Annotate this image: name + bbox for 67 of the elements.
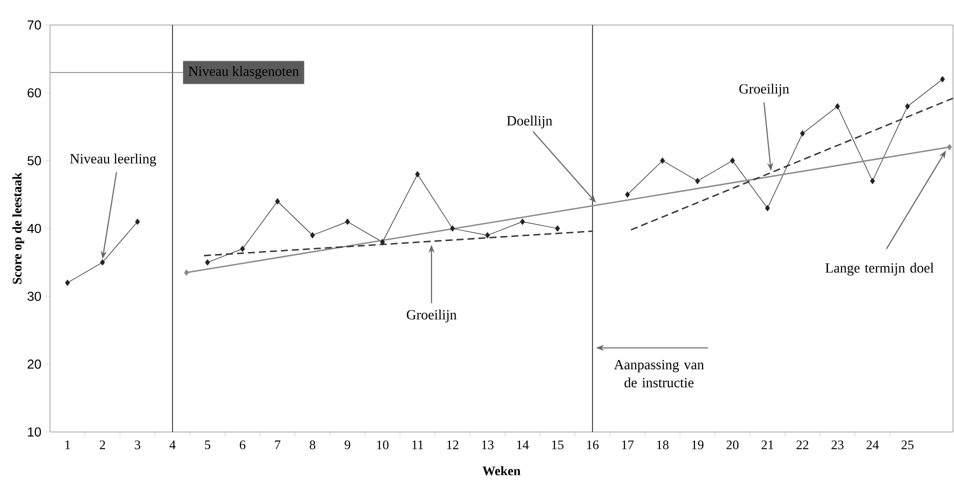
x-tick-label: 13 — [482, 440, 494, 450]
x-tick-label: 3 — [134, 440, 140, 450]
point — [625, 191, 630, 198]
annotation: Niveau leerling — [70, 154, 156, 166]
x-tick-label: 16 — [587, 440, 599, 450]
x-tick-label: 2 — [100, 440, 106, 450]
point — [800, 130, 805, 137]
x-tick-label: 1 — [65, 440, 70, 450]
x-tick-label: 17 — [622, 440, 634, 450]
point — [520, 218, 525, 225]
y-tick-label: 70 — [28, 20, 41, 30]
x-tick-label: 5 — [205, 440, 210, 450]
y-tick-label: 10 — [28, 427, 41, 437]
point — [415, 171, 420, 178]
y-tick-label: 20 — [28, 360, 41, 369]
point — [205, 259, 210, 266]
x-tick-label: 23 — [832, 440, 844, 450]
point — [947, 144, 952, 150]
x-tick-label: 18 — [657, 440, 669, 450]
x-tick-label: 25 — [902, 440, 914, 450]
x-tick-label: 14 — [517, 440, 529, 450]
annotation: Aanpassing van de instructie — [614, 360, 704, 388]
x-tick-label: 20 — [726, 440, 739, 450]
point — [345, 218, 350, 225]
point — [765, 204, 770, 212]
point — [240, 246, 245, 252]
point — [555, 225, 560, 232]
annotation: Lange termijn doel — [825, 262, 934, 276]
x-tick-label: 21 — [762, 440, 774, 450]
point — [660, 157, 665, 164]
x-tick-label: 10 — [377, 440, 389, 450]
annotation: Doellijn — [506, 116, 552, 128]
point — [135, 218, 140, 225]
y-tick-label: 40 — [27, 224, 41, 234]
point — [870, 178, 875, 184]
x-tick-label: 12 — [447, 440, 458, 450]
point — [905, 103, 910, 110]
point — [940, 76, 945, 82]
point — [275, 198, 280, 205]
x-axis-title: Weken — [482, 466, 520, 476]
x-tick-label: 4 — [170, 440, 176, 450]
point — [835, 103, 840, 110]
point — [65, 280, 70, 286]
x-tick-label: 8 — [310, 440, 316, 450]
point — [310, 232, 315, 238]
point — [380, 238, 385, 246]
point — [695, 178, 700, 184]
x-tick-label: 6 — [240, 440, 246, 450]
y-tick-label: 60 — [28, 88, 41, 98]
point — [485, 232, 490, 238]
ref-line-label: Niveau klasgenoten — [188, 66, 299, 79]
point — [450, 225, 455, 232]
x-tick-label: 9 — [344, 440, 350, 450]
annotation: Groeilijn — [406, 310, 457, 322]
y-tick-label: 30 — [28, 292, 41, 301]
y-tick-label: 50 — [28, 156, 41, 166]
annotation: Groeilijn — [739, 84, 790, 96]
x-tick-label: 7 — [275, 440, 280, 450]
x-tick-label: 19 — [692, 440, 704, 450]
y-axis-title: Score op de leestaak — [12, 172, 24, 284]
x-tick-label: 22 — [796, 440, 808, 450]
x-tick-label: 15 — [552, 440, 564, 450]
x-tick-label: 11 — [412, 440, 423, 450]
point — [184, 269, 189, 276]
x-tick-label: 24 — [866, 440, 879, 450]
point — [730, 157, 735, 164]
point — [100, 259, 105, 266]
